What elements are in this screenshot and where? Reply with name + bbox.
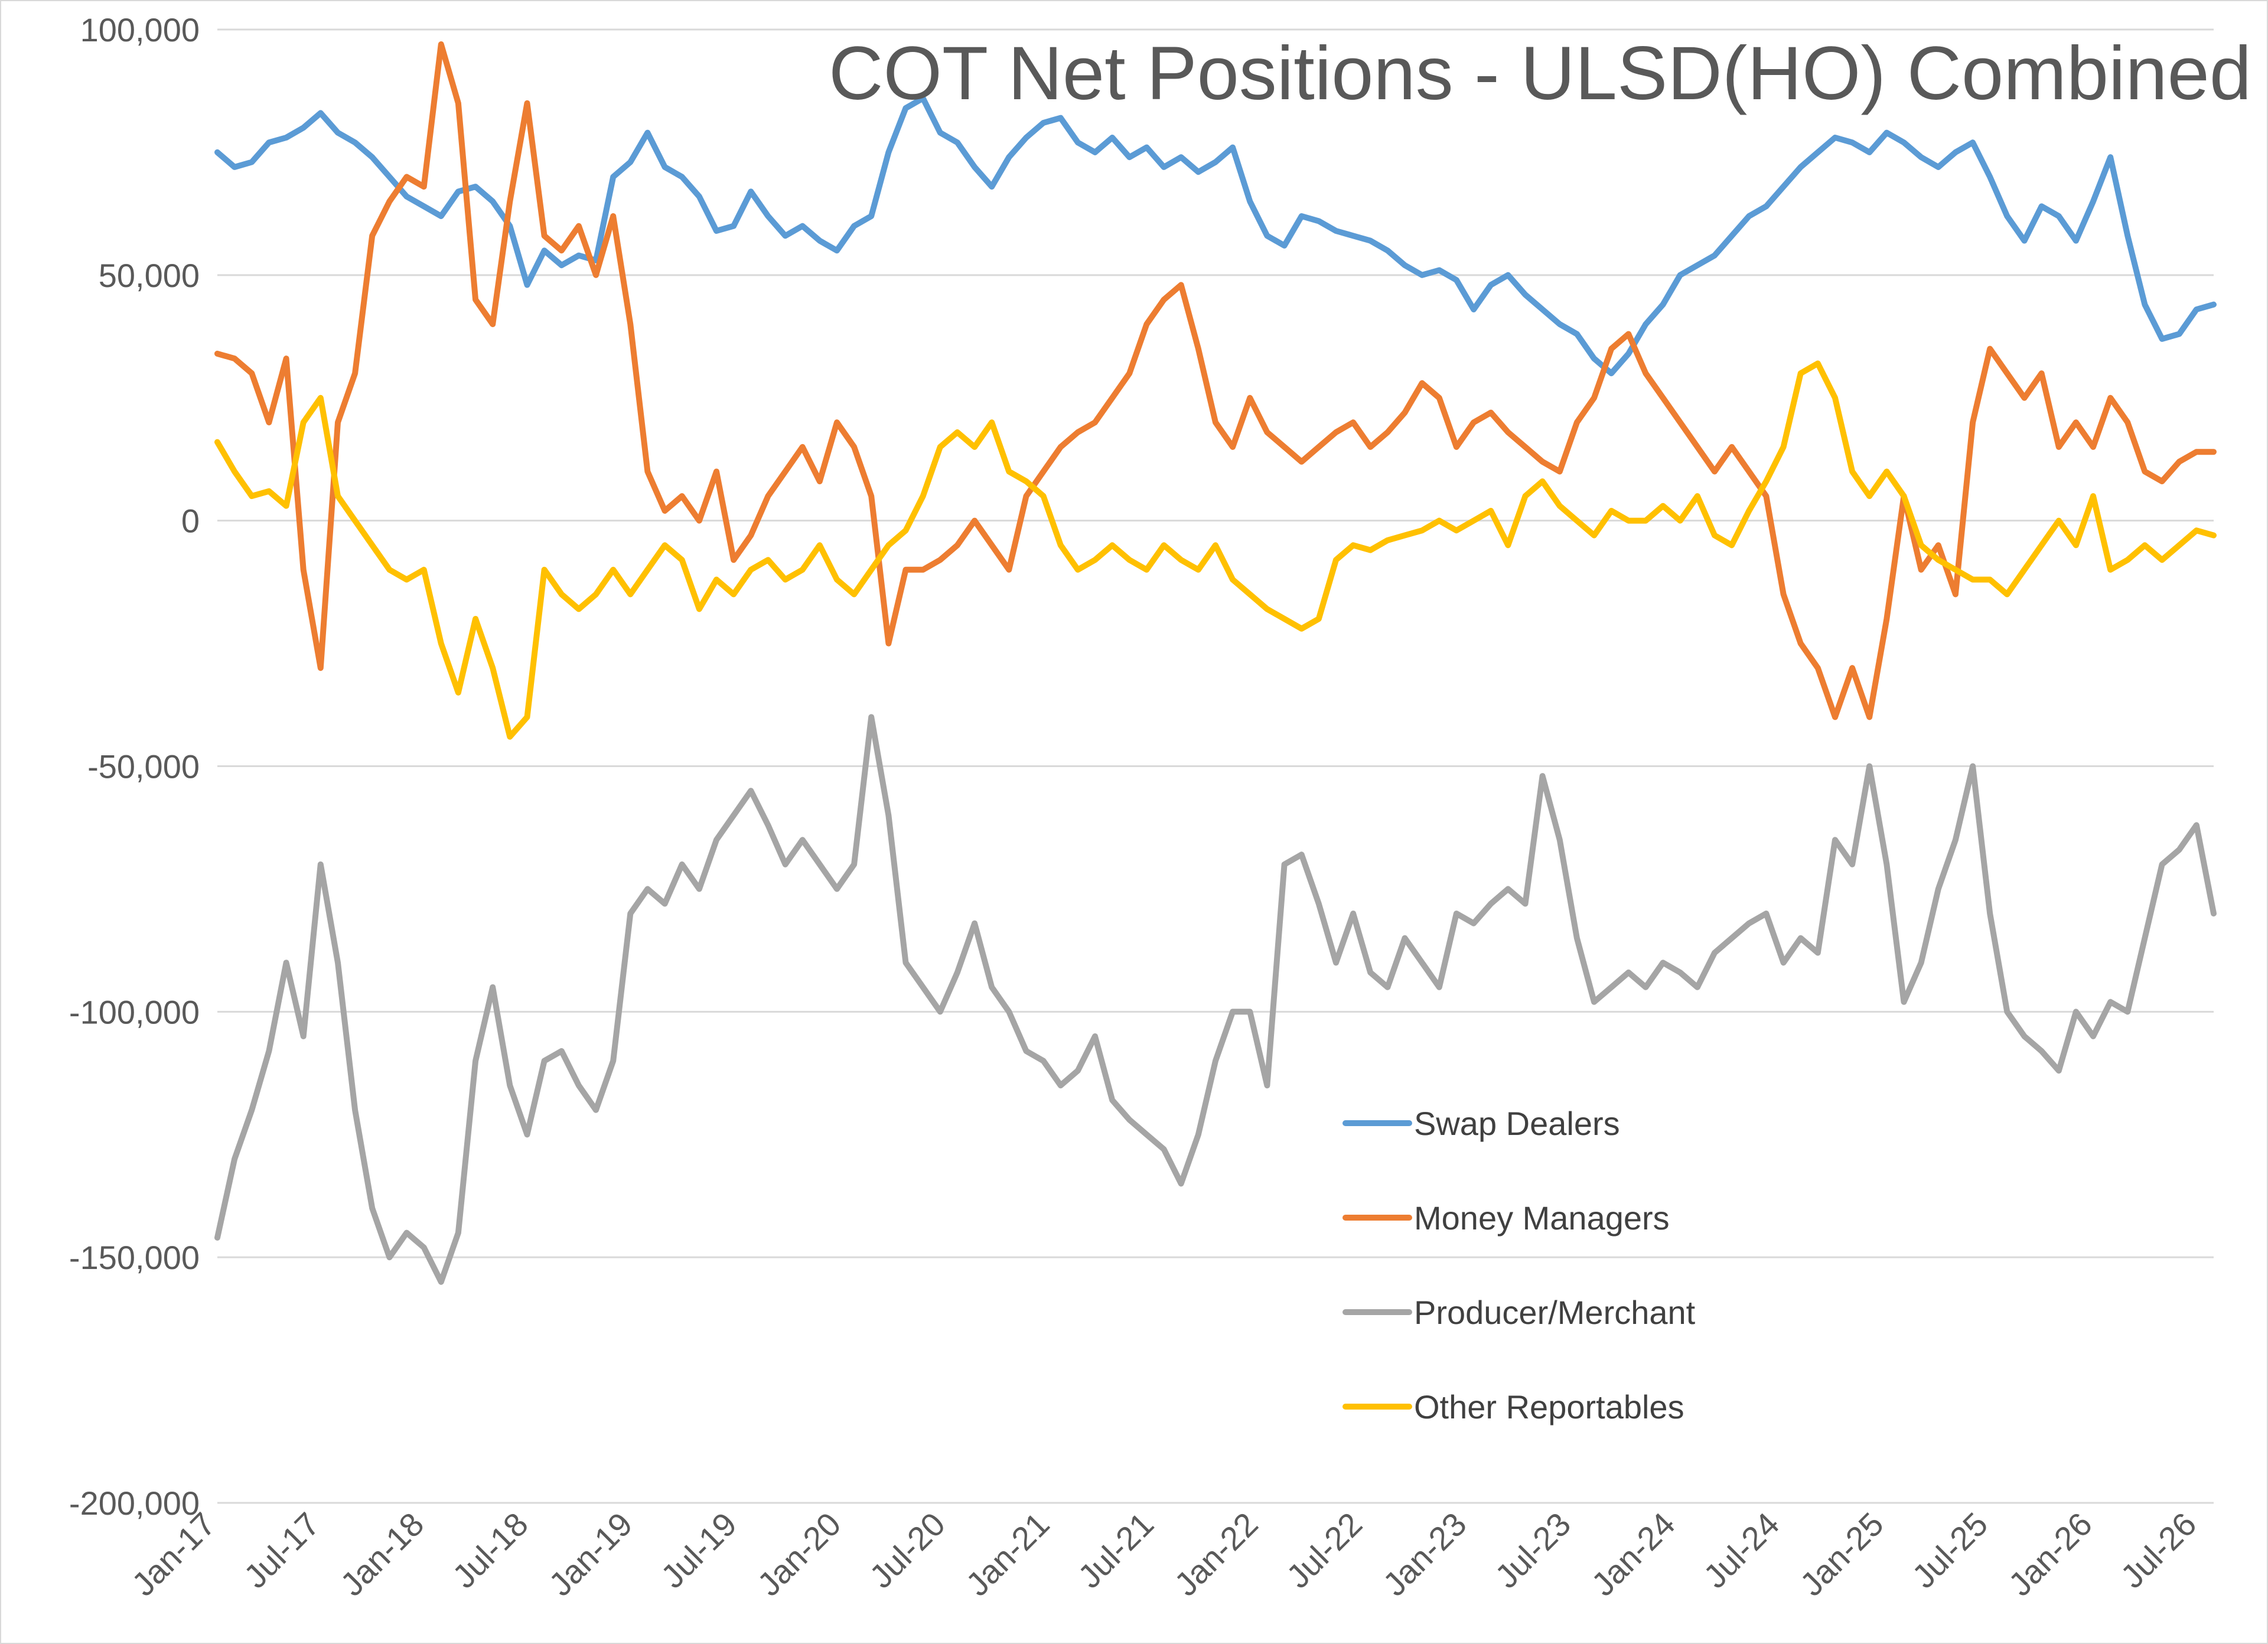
series-line-money-managers bbox=[214, 41, 2217, 720]
y-tick-label: 50,000 bbox=[99, 257, 200, 294]
series-line-swap-dealers bbox=[214, 95, 2217, 377]
series-line-other-reportables bbox=[214, 360, 2217, 740]
y-tick-label: 0 bbox=[181, 503, 200, 540]
y-axis-tick-labels: 100,000 50,000 0 -50,000 -100,000 -150,000 -20… bbox=[69, 11, 200, 1522]
chart-title: COT Net Positions - ULSD(HO) Combined bbox=[829, 31, 2251, 116]
y-tick-label: -150,000 bbox=[69, 1239, 200, 1276]
legend: Swap Dealers Money Managers Producer/Merch… bbox=[1342, 1105, 1696, 1426]
legend-label-other-reportables: Other Reportables bbox=[1414, 1388, 1684, 1426]
legend-label-producer-merchant: Producer/Merchant bbox=[1414, 1294, 1696, 1331]
y-tick-label: -100,000 bbox=[69, 993, 200, 1030]
y-tick-label: -200,000 bbox=[69, 1485, 200, 1522]
gridlines bbox=[217, 28, 2214, 1504]
series-lines bbox=[214, 41, 2217, 1285]
y-tick-label: 100,000 bbox=[80, 11, 200, 48]
legend-label-swap-dealers: Swap Dealers bbox=[1414, 1105, 1620, 1142]
legend-label-money-managers: Money Managers bbox=[1414, 1199, 1670, 1237]
series-line-producer-merchant bbox=[214, 714, 2217, 1285]
y-tick-label: -50,000 bbox=[87, 748, 200, 785]
